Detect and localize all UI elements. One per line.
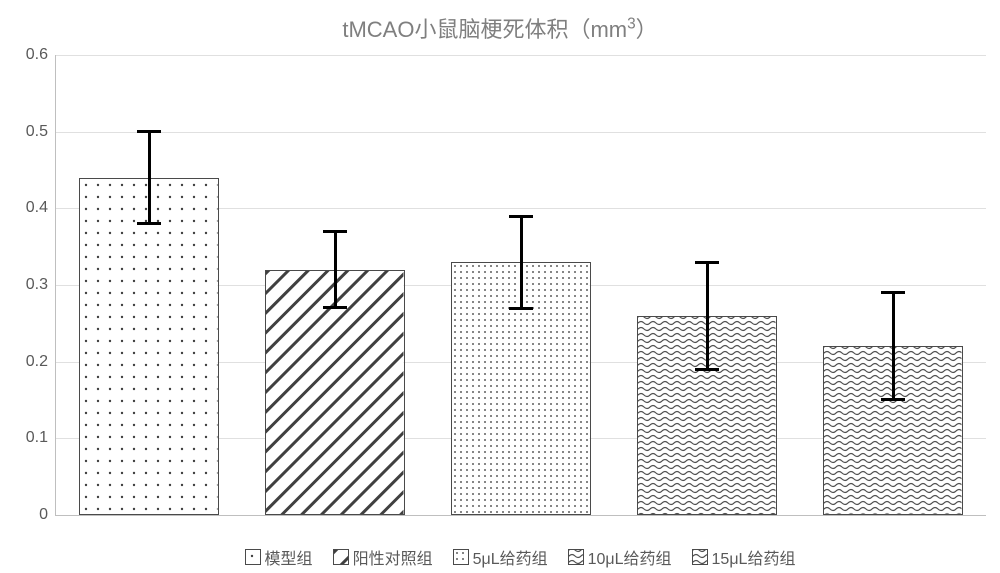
bar-group	[265, 55, 405, 515]
legend-item: 模型组	[245, 545, 313, 569]
legend-label: 5μL给药组	[473, 545, 548, 569]
bar-group	[79, 55, 219, 515]
legend-swatch	[333, 549, 349, 565]
ytick-label: 0.6	[26, 46, 56, 64]
legend-swatch	[568, 549, 584, 565]
legend-item: 10μL给药组	[568, 545, 672, 569]
legend: 模型组 阳性对照组 5μL给药组 10μL给药组 15μL给药组	[55, 545, 985, 569]
title-sup: 3	[627, 16, 636, 33]
bar-group	[451, 55, 591, 515]
bar-group	[637, 55, 777, 515]
ytick-label: 0	[39, 506, 56, 524]
ytick-label: 0.3	[26, 276, 56, 294]
legend-swatch	[453, 549, 469, 565]
ytick-label: 0.2	[26, 353, 56, 371]
legend-swatch	[245, 549, 261, 565]
legend-item: 5μL给药组	[453, 545, 548, 569]
legend-item: 阳性对照组	[333, 545, 433, 569]
legend-label: 15μL给药组	[712, 545, 796, 569]
legend-label: 10μL给药组	[588, 545, 672, 569]
chart-container: tMCAO小鼠脑梗死体积（mm3） 00.10.20.30.40.50.6 模型…	[0, 0, 1000, 573]
title-prefix: tMCAO小鼠脑梗死体积（mm	[342, 17, 627, 42]
legend-label: 阳性对照组	[353, 545, 433, 569]
legend-item: 15μL给药组	[692, 545, 796, 569]
legend-swatch	[692, 549, 708, 565]
plot-area: 00.10.20.30.40.50.6	[55, 55, 986, 516]
ytick-label: 0.4	[26, 199, 56, 217]
bar	[79, 178, 219, 515]
chart-title: tMCAO小鼠脑梗死体积（mm3）	[0, 12, 1000, 44]
ytick-label: 0.5	[26, 123, 56, 141]
bar-group	[823, 55, 963, 515]
title-suffix: ）	[636, 17, 658, 42]
ytick-label: 0.1	[26, 429, 56, 447]
legend-label: 模型组	[265, 545, 313, 569]
